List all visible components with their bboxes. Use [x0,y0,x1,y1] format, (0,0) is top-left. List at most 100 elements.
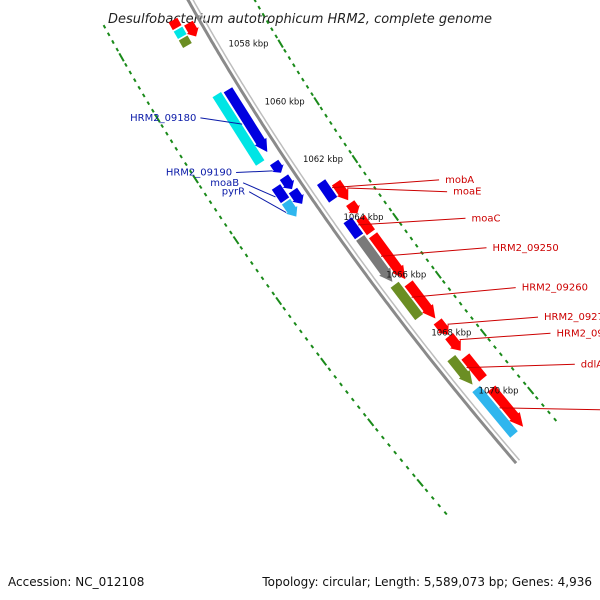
label-leader-line [358,217,466,226]
tick-mark-right [350,397,355,402]
tick-mark-left [493,345,497,350]
gene-label-pyrr: pyrR [222,187,245,198]
tick-mark-right [141,93,146,98]
tick-mark-left [516,374,521,379]
tick-mark-left [425,258,430,263]
tick-mark-right [184,162,188,167]
tick-mark-right [169,139,174,144]
gene-label-hrm2_09180: HRM2_09180 [130,113,196,124]
label-leader-line [248,191,287,214]
gene-cyan-segment [173,26,187,39]
tick-mark-right [137,85,142,90]
tick-mark-left [257,5,261,10]
tick-mark-left [409,236,414,241]
gene-red-segment [487,385,524,427]
tick-mark-left [296,70,301,75]
tick-mark-right [304,336,309,342]
tick-mark-left [270,27,274,32]
tick-mark-left [392,212,400,222]
tick-mark-left [265,19,270,25]
gene-label-hrm2_09190: HRM2_09190 [166,168,232,179]
tick-mark-left [479,328,487,337]
label-leader-line [447,316,539,325]
genes-layer [168,17,524,438]
tick-mark-right [223,222,228,228]
tick-mark-left [319,106,324,111]
tick-mark-left [358,164,362,169]
gene-label-ddla: ddlA [581,359,600,370]
tick-mark-right [229,230,233,235]
tick-mark-left [434,270,442,279]
tick-mark-right [430,495,435,500]
tick-mark-right [118,52,125,62]
genome-backbone [186,0,518,465]
tick-mark-left [313,96,320,106]
gene-red-segment [184,20,199,37]
gene-hrm2_09180 [223,87,268,152]
label-leader-line [459,332,551,341]
tick-mark-left [447,287,452,292]
gene-moae [331,179,349,201]
tick-mark-right [362,412,367,417]
tick-mark-right [367,418,375,427]
tick-mark-right [293,321,298,326]
tick-mark-left [363,171,367,176]
tick-mark-right [255,268,259,273]
label-leader-line [411,287,516,298]
tick-mark-left [343,142,348,147]
gene-moba [317,179,338,203]
tick-mark-right [265,283,270,288]
footer-backdrop [0,566,600,600]
tick-mark-right [320,357,328,366]
tick-mark-left [527,386,535,395]
tick-mark-right [374,427,379,432]
tick-mark-left [310,92,314,97]
tick-mark-left [398,222,403,227]
gene-label-hrm2_09280: HRM2_09280 [557,328,600,339]
label-leader-line [200,117,243,125]
tick-mark-right [393,450,398,455]
tick-mark-right [356,405,361,410]
gene-red-segment [404,280,436,319]
kbp-label: 1070 kbp [479,387,519,397]
gene-label-moab: moaB [210,178,239,189]
gene-red-segment [346,200,360,214]
tick-mark-left [277,39,284,49]
tick-mark-right [133,78,137,83]
tick-mark-right [165,131,169,136]
tick-mark-left [522,381,527,386]
tick-mark-right [115,47,119,52]
tick-mark-right [345,389,349,395]
gene-label-hrm2_09270: HRM2_09270 [544,312,600,323]
tick-mark-left [453,294,457,299]
tick-mark-right [310,344,315,349]
label-leader-line [380,247,487,257]
kbp-label: 1066 kbp [386,271,426,281]
tick-mark-left [338,135,343,140]
gene-label-moba: mobA [445,175,474,186]
genome-backbone-inner [192,0,521,461]
tick-mark-right [124,62,128,68]
tick-mark-right [411,473,416,478]
tick-mark-right [399,458,404,463]
tick-mark-right [102,24,107,29]
tick-mark-left [324,113,328,118]
gene-cyan-segment [212,92,265,166]
label-leader-line [236,170,273,173]
label-leader-line [499,407,600,411]
tick-mark-right [244,253,249,258]
tick-mark-left [274,34,279,39]
accession-text: Accession: NC_012108 [8,575,144,589]
tick-mark-left [404,229,408,234]
label-leader-line [242,182,276,198]
gene-blue-segment [279,174,295,190]
kbp-label: 1062 kbp [303,155,343,165]
tick-mark-right [179,154,183,159]
tick-mark-left [470,316,474,321]
tick-mark-right [405,465,410,470]
tick-mark-right [218,215,223,220]
tick-mark-left [287,55,292,61]
tick-mark-left [305,84,310,89]
gene-label-moac: moaC [472,213,501,224]
